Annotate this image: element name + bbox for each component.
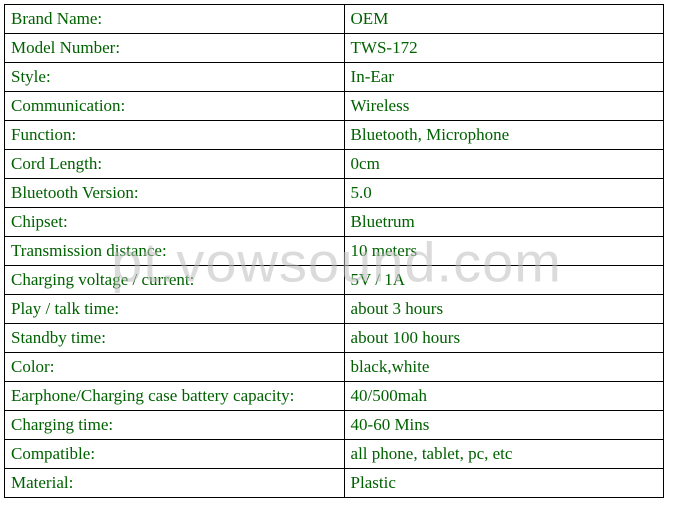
table-row: Charging voltage / current:5V / 1A [5,266,664,295]
spec-label: Brand Name: [5,5,345,34]
spec-value: In-Ear [344,63,663,92]
spec-table: Brand Name:OEM Model Number:TWS-172 Styl… [4,4,664,498]
table-row: Chipset:Bluetrum [5,208,664,237]
table-row: Compatible:all phone, tablet, pc, etc [5,440,664,469]
spec-value: TWS-172 [344,34,663,63]
table-row: Transmission distance:10 meters [5,237,664,266]
spec-label: Charging voltage / current: [5,266,345,295]
table-row: Brand Name:OEM [5,5,664,34]
spec-label: Compatible: [5,440,345,469]
spec-value: 5V / 1A [344,266,663,295]
spec-label: Communication: [5,92,345,121]
spec-label: Model Number: [5,34,345,63]
spec-label: Charging time: [5,411,345,440]
spec-value: Bluetooth, Microphone [344,121,663,150]
table-row: Communication:Wireless [5,92,664,121]
table-row: Bluetooth Version:5.0 [5,179,664,208]
spec-value: Wireless [344,92,663,121]
table-row: Style:In-Ear [5,63,664,92]
spec-value: 40/500mah [344,382,663,411]
spec-label: Chipset: [5,208,345,237]
table-row: Cord Length:0cm [5,150,664,179]
spec-value: 40-60 Mins [344,411,663,440]
spec-value: about 3 hours [344,295,663,324]
table-row: Charging time:40-60 Mins [5,411,664,440]
spec-label: Play / talk time: [5,295,345,324]
spec-value: Bluetrum [344,208,663,237]
spec-label: Earphone/Charging case battery capacity: [5,382,345,411]
spec-label: Style: [5,63,345,92]
table-row: Material:Plastic [5,469,664,498]
table-row: Earphone/Charging case battery capacity:… [5,382,664,411]
spec-label: Standby time: [5,324,345,353]
spec-label: Color: [5,353,345,382]
table-row: Play / talk time:about 3 hours [5,295,664,324]
spec-label: Function: [5,121,345,150]
spec-label: Material: [5,469,345,498]
spec-label: Cord Length: [5,150,345,179]
spec-value: 5.0 [344,179,663,208]
spec-table-body: Brand Name:OEM Model Number:TWS-172 Styl… [5,5,664,498]
spec-value: OEM [344,5,663,34]
spec-value: about 100 hours [344,324,663,353]
spec-value: Plastic [344,469,663,498]
spec-value: 0cm [344,150,663,179]
spec-value: all phone, tablet, pc, etc [344,440,663,469]
table-row: Model Number:TWS-172 [5,34,664,63]
spec-value: black,white [344,353,663,382]
table-row: Standby time:about 100 hours [5,324,664,353]
table-row: Function:Bluetooth, Microphone [5,121,664,150]
spec-label: Bluetooth Version: [5,179,345,208]
table-row: Color:black,white [5,353,664,382]
spec-label: Transmission distance: [5,237,345,266]
spec-value: 10 meters [344,237,663,266]
